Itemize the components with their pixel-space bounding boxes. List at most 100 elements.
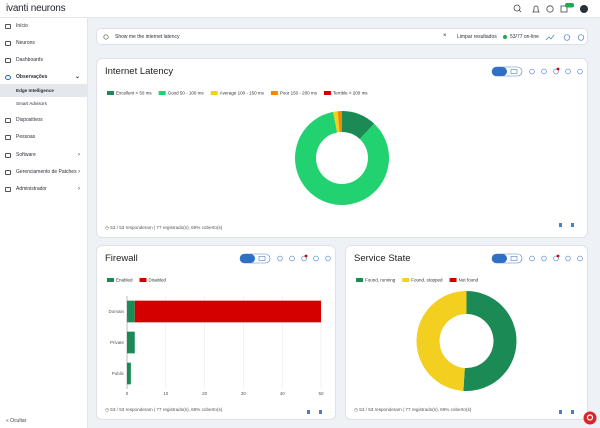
nav-label: Observações	[16, 74, 48, 80]
search-icon	[103, 34, 109, 40]
legend-swatch	[107, 278, 114, 282]
card-title: Service State	[354, 253, 411, 264]
nav-item[interactable]: Dispositivos	[0, 114, 88, 127]
tool-icon[interactable]	[313, 255, 319, 262]
nav-subitem[interactable]: Smart Advisors	[0, 97, 88, 110]
nav-item[interactable]: Neurons	[0, 37, 88, 50]
clear-x[interactable]: ×	[443, 33, 447, 39]
nav-label: Administrador	[16, 186, 47, 192]
nav-item[interactable]: Dashboards	[0, 54, 88, 67]
nav-item[interactable]: Pessoas	[0, 131, 88, 144]
footer-text: 53 / 53 responderam | 77 registrado(s), …	[110, 225, 223, 230]
tool-icon[interactable]	[277, 255, 283, 262]
assistant-button[interactable]	[582, 410, 598, 426]
bar	[127, 362, 131, 385]
list-view[interactable]	[510, 69, 518, 74]
nav-item[interactable]: Administrador ›	[0, 183, 88, 196]
logo[interactable]: ivanti neurons	[6, 3, 66, 14]
tool-icon[interactable]	[553, 255, 559, 262]
like-icon[interactable]	[307, 410, 322, 414]
top-icons	[513, 3, 588, 13]
chart-icon[interactable]	[545, 34, 555, 41]
x-tick-label: 0	[126, 391, 129, 396]
tool-icon[interactable]	[577, 255, 583, 262]
y-tick-label: Public	[112, 371, 125, 376]
nav-item[interactable]: Início	[0, 20, 88, 33]
bar	[127, 331, 135, 354]
legend-swatch	[270, 91, 278, 95]
view-toggle-active[interactable]	[492, 254, 507, 263]
bar	[127, 300, 135, 323]
legend-label: Average 100 - 150 ms	[220, 91, 265, 96]
search-icon-handle	[518, 9, 522, 13]
tool-icon[interactable]	[541, 255, 547, 262]
view-toggle-active[interactable]	[240, 254, 255, 263]
tool-icon[interactable]	[565, 68, 571, 75]
view-toggle-active[interactable]	[492, 67, 507, 76]
card: Internet Latency Excellent < 50 ms Good 5…	[96, 58, 588, 238]
nav-label: Pessoas	[16, 134, 36, 140]
apps-icon[interactable]	[560, 5, 568, 13]
legend-label: Found, stopped	[411, 278, 443, 283]
legend-swatch	[449, 278, 457, 282]
collapse-label: Ocultar	[10, 418, 27, 424]
tool-icon[interactable]	[529, 68, 535, 75]
legend-swatch	[158, 91, 166, 95]
tool-icon[interactable]	[301, 255, 307, 262]
help-icon[interactable]	[546, 5, 554, 13]
nav-item[interactable]: Gerenciamento de Patches ›	[0, 166, 88, 179]
legend-label: Enabled	[116, 278, 133, 283]
nav-label: Dashboards	[16, 57, 43, 63]
tool-badge	[556, 67, 560, 71]
list-view[interactable]	[258, 256, 266, 261]
search-icon[interactable]	[513, 4, 521, 12]
tool-icon[interactable]	[541, 68, 547, 75]
card-footer: ◷ 53 / 53 responderam | 77 registrado(s)…	[105, 225, 223, 230]
settings-icon[interactable]	[563, 34, 571, 41]
nav-subitem[interactable]: Edge Intelligence	[0, 84, 88, 97]
top-bar: ivanti neurons	[0, 0, 600, 18]
legend-label: Good 50 - 100 ms	[168, 91, 205, 96]
nav-label: Dispositivos	[16, 117, 43, 123]
tool-icon[interactable]	[289, 255, 295, 262]
user-avatar[interactable]	[580, 5, 588, 13]
legend-label: Disabled	[149, 278, 167, 283]
legend-swatch	[139, 278, 147, 282]
gear-icon[interactable]	[577, 34, 585, 41]
donut-segment	[337, 111, 342, 133]
y-tick-label: Domain	[108, 309, 124, 314]
donut-segment	[333, 111, 340, 133]
legend-label: Excellent < 50 ms	[116, 91, 152, 96]
legend-swatch	[402, 278, 410, 282]
bell-icon[interactable]	[532, 5, 540, 13]
donut-segment	[342, 111, 375, 140]
chart: Excellent < 50 ms Good 50 - 100 ms Average…	[107, 66, 583, 227]
online-dot	[503, 34, 507, 39]
tool-icon[interactable]	[325, 255, 331, 262]
like-icon[interactable]	[559, 410, 574, 414]
search-query[interactable]: Show me the internet latency	[115, 34, 180, 40]
collapse-button[interactable]: « Ocultar	[6, 418, 27, 424]
badge	[565, 3, 574, 8]
tool-icon[interactable]	[529, 255, 535, 262]
card-title: Internet Latency	[105, 66, 174, 77]
x-tick-label: 50	[318, 391, 324, 396]
x-tick-label: 10	[163, 391, 169, 396]
tool-icon[interactable]	[565, 255, 571, 262]
search-bar[interactable]: Show me the internet latency × Limpar re…	[96, 28, 588, 45]
card-footer: ◷ 53 / 53 responderam | 77 registrado(s)…	[105, 407, 223, 412]
list-view[interactable]	[510, 256, 518, 261]
donut-segment	[416, 291, 467, 391]
legend-swatch	[356, 278, 363, 282]
clear-results[interactable]: Limpar resultados	[457, 34, 497, 40]
nav-item[interactable]: Software ›	[0, 149, 88, 162]
x-tick-label: 30	[241, 391, 247, 396]
like-icon[interactable]	[559, 223, 574, 227]
tool-icon[interactable]	[553, 68, 559, 75]
sidebar: Início Neurons Dashboards Observações ⌄ E…	[0, 18, 88, 428]
nav-label: Software	[16, 152, 36, 158]
tool-icon[interactable]	[577, 68, 583, 75]
nav-label: Smart Advisors	[16, 101, 47, 106]
nav-item[interactable]: Observações ⌄	[0, 71, 88, 84]
